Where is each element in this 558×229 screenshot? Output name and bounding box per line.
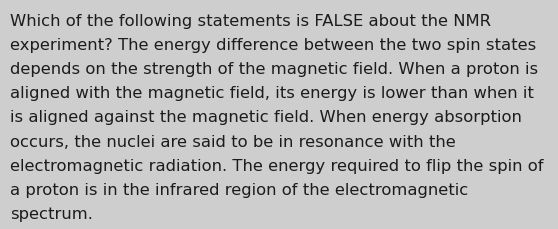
Text: a proton is in the infrared region of the electromagnetic: a proton is in the infrared region of th… xyxy=(10,182,468,197)
Text: aligned with the magnetic field, its energy is lower than when it: aligned with the magnetic field, its ene… xyxy=(10,86,534,101)
Text: depends on the strength of the magnetic field. When a proton is: depends on the strength of the magnetic … xyxy=(10,62,538,77)
Text: spectrum.: spectrum. xyxy=(10,206,93,221)
Text: is aligned against the magnetic field. When energy absorption: is aligned against the magnetic field. W… xyxy=(10,110,522,125)
Text: experiment? The energy difference between the two spin states: experiment? The energy difference betwee… xyxy=(10,38,536,53)
Text: Which of the following statements is FALSE about the NMR: Which of the following statements is FAL… xyxy=(10,14,491,29)
Text: electromagnetic radiation. The energy required to flip the spin of: electromagnetic radiation. The energy re… xyxy=(10,158,543,173)
Text: occurs, the nuclei are said to be in resonance with the: occurs, the nuclei are said to be in res… xyxy=(10,134,456,149)
